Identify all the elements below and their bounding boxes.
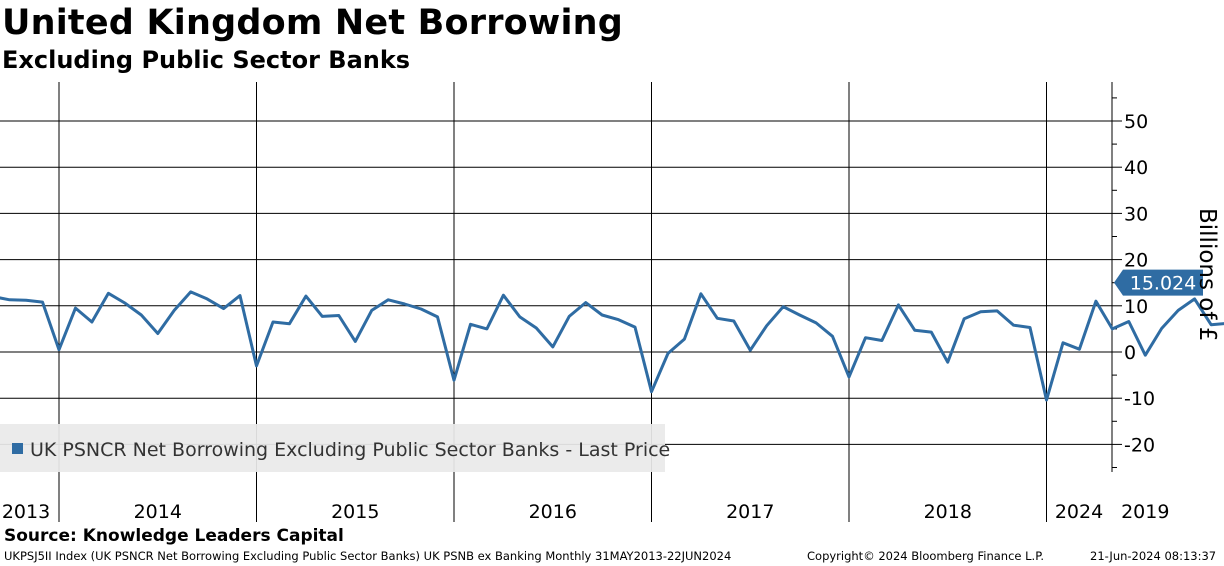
x-tick-label: 2024 (1055, 501, 1103, 523)
legend-label: UK PSNCR Net Borrowing Excluding Public … (30, 439, 670, 461)
x-tick-label: 2016 (529, 501, 577, 523)
y-axis-label: Billions of £ (1194, 208, 1220, 341)
timestamp: 21-Jun-2024 08:13:37 (1090, 549, 1217, 563)
x-tick-label: 2013 (2, 501, 50, 523)
x-tick-label: 2017 (726, 501, 774, 523)
legend-swatch (12, 443, 23, 454)
copyright-note: Copyright© 2024 Bloomberg Finance L.P. (807, 549, 1044, 563)
x-tick-label: 2019 (1121, 501, 1169, 523)
y-tick-label: -10 (1124, 388, 1155, 410)
y-tick-label: 30 (1124, 203, 1148, 225)
legend: UK PSNCR Net Borrowing Excluding Public … (0, 424, 670, 472)
y-tick-label: 10 (1124, 296, 1148, 318)
x-tick-label: 2018 (924, 501, 972, 523)
y-tick-label: 20 (1124, 250, 1148, 272)
last-value-label: 15.024 (1130, 273, 1196, 295)
last-value-badge-shape (1114, 269, 1203, 296)
y-tick-label: -20 (1124, 434, 1155, 456)
ticker-description: UKPSJ5II Index (UK PSNCR Net Borrowing E… (4, 549, 732, 563)
y-tick-label: 0 (1124, 342, 1136, 364)
last-value-badge: 15.024 (1114, 269, 1203, 296)
x-tick-label: 2015 (331, 501, 379, 523)
chart-subtitle: Excluding Public Sector Banks (2, 46, 411, 74)
series-line (0, 290, 1224, 402)
y-tick-label: 50 (1124, 111, 1148, 133)
legend-background (0, 424, 665, 472)
chart-title: United Kingdom Net Borrowing (2, 3, 624, 43)
y-axis: 50 40 30 20 10 0 -10 -20 (1111, 82, 1155, 472)
y-tick-label: 40 (1124, 157, 1148, 179)
x-axis-labels: 2013201420152016201720182019202020212022… (2, 501, 1170, 523)
source-note: Source: Knowledge Leaders Capital (4, 526, 344, 546)
horizontal-gridlines (0, 120, 1112, 445)
x-tick-label: 2014 (134, 501, 182, 523)
